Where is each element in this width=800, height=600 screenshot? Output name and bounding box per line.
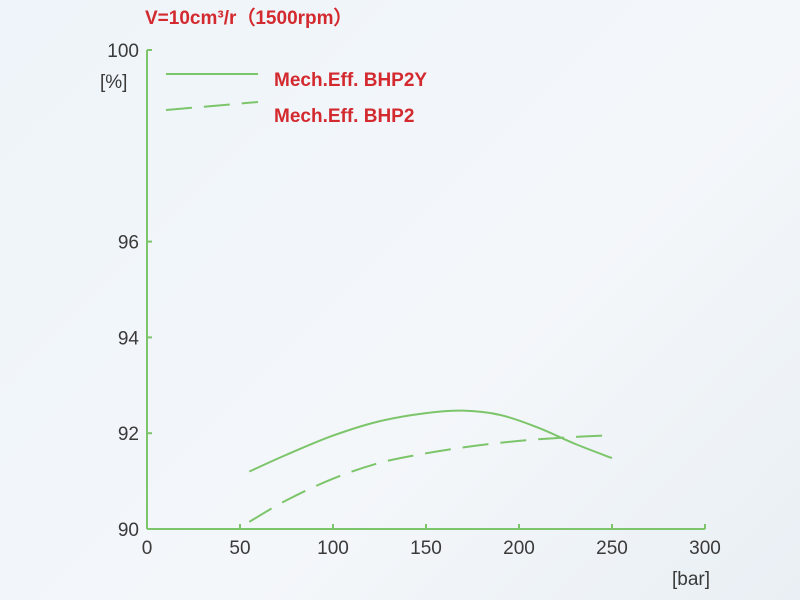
x-tick-label: 100 xyxy=(317,538,349,559)
y-tick-label: 90 xyxy=(118,520,139,541)
y-tick-label: 100 xyxy=(107,41,139,62)
x-axis-unit: [bar] xyxy=(672,569,710,590)
y-ticks: 90 92 94 96 100 xyxy=(107,41,152,541)
x-tick-label: 50 xyxy=(229,538,250,559)
x-tick-label: 0 xyxy=(142,538,153,559)
series-line-bhp2 xyxy=(248,434,613,523)
x-tick-label: 150 xyxy=(410,538,442,559)
x-tick-label: 200 xyxy=(503,538,535,559)
legend-label-bhp2: Mech.Eff. BHP2 xyxy=(274,106,414,127)
series-layer xyxy=(248,409,613,523)
series-line-bhp2y xyxy=(248,409,613,473)
x-ticks: 0 50 100 150 200 250 300 xyxy=(142,524,721,559)
y-tick-label: 92 xyxy=(118,424,139,445)
legend-swatch-bhp2 xyxy=(165,101,259,111)
y-tick-label: 94 xyxy=(118,328,140,349)
x-tick-label: 300 xyxy=(689,538,721,559)
y-axis-unit: [%] xyxy=(100,72,127,93)
x-tick-label: 250 xyxy=(596,538,628,559)
y-tick-label: 96 xyxy=(118,233,139,254)
chart-title: V=10cm³/r（1500rpm） xyxy=(145,6,353,29)
legend: Mech.Eff. BHP2Y Mech.Eff. BHP2 xyxy=(165,70,427,127)
legend-label-bhp2y: Mech.Eff. BHP2Y xyxy=(274,70,427,91)
